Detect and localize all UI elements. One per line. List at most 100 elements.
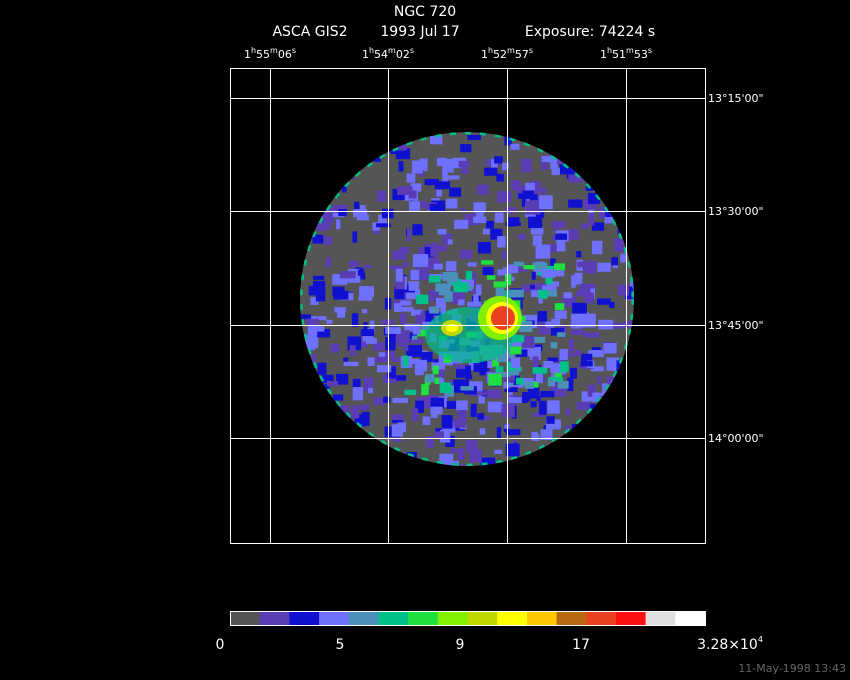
noise xyxy=(317,328,331,338)
noise xyxy=(350,405,360,419)
noise xyxy=(304,339,316,351)
noise xyxy=(475,211,484,223)
noise xyxy=(620,253,627,263)
noise xyxy=(308,285,319,296)
noise xyxy=(557,381,569,389)
noise xyxy=(349,345,356,357)
noise xyxy=(421,325,429,331)
noise xyxy=(473,360,488,373)
noise xyxy=(478,391,485,404)
noise xyxy=(394,286,405,300)
noise xyxy=(332,286,345,296)
noise xyxy=(553,263,566,271)
noise xyxy=(311,336,319,349)
noise xyxy=(510,449,517,457)
noise xyxy=(554,310,567,319)
colorbar-segment xyxy=(675,611,706,625)
noise xyxy=(434,431,445,438)
noise xyxy=(438,283,451,296)
noise xyxy=(583,260,597,274)
ra-part: 1 xyxy=(481,48,488,61)
noise xyxy=(411,309,423,316)
noise xyxy=(315,287,326,302)
noise xyxy=(521,158,532,173)
noise xyxy=(395,148,411,160)
noise xyxy=(516,189,522,198)
noise xyxy=(528,216,543,229)
noise xyxy=(477,391,492,396)
noise xyxy=(588,192,601,205)
noise xyxy=(563,292,573,299)
noise xyxy=(326,319,333,324)
noise xyxy=(511,180,521,191)
instrument: ASCA GIS2 xyxy=(272,24,347,40)
noise xyxy=(410,183,422,192)
noise xyxy=(369,320,375,333)
noise xyxy=(531,290,542,298)
noise xyxy=(501,403,515,418)
noise xyxy=(565,408,571,416)
noise xyxy=(467,381,483,389)
noise xyxy=(519,320,533,333)
noise xyxy=(353,209,368,218)
noise xyxy=(336,405,349,414)
dec-label: 13°15'00" xyxy=(708,92,764,105)
noise xyxy=(465,374,473,380)
noise xyxy=(421,351,433,363)
noise xyxy=(552,221,566,228)
noise xyxy=(367,357,375,366)
noise xyxy=(434,377,443,384)
noise xyxy=(504,373,515,382)
noise xyxy=(418,247,425,258)
noise xyxy=(441,415,453,429)
noise xyxy=(442,167,448,182)
ra-part: m xyxy=(388,46,396,55)
noise xyxy=(391,424,403,437)
dec-label: 14°00'00" xyxy=(708,432,764,445)
noise xyxy=(449,187,462,197)
noise xyxy=(445,261,457,272)
colorbar-label-part: 3.28×10 xyxy=(697,637,758,653)
noise xyxy=(465,271,473,280)
ra-part: s xyxy=(410,46,414,55)
noise xyxy=(404,389,417,396)
noise xyxy=(535,244,551,259)
noise xyxy=(547,357,558,362)
noise xyxy=(569,339,574,350)
noise xyxy=(536,369,543,384)
ra-part: h xyxy=(251,46,256,55)
noise xyxy=(537,310,547,324)
noise xyxy=(562,296,577,308)
noise xyxy=(400,300,412,306)
noise xyxy=(536,396,541,402)
noise xyxy=(589,403,596,414)
noise xyxy=(349,260,359,268)
noise xyxy=(505,221,521,226)
noise xyxy=(352,231,358,243)
noise xyxy=(457,410,467,422)
noise xyxy=(300,314,311,320)
noise xyxy=(528,386,540,399)
blob xyxy=(491,306,515,330)
noise xyxy=(550,327,565,336)
noise xyxy=(494,449,502,454)
noise xyxy=(583,292,594,301)
noise xyxy=(436,157,447,166)
noise xyxy=(580,361,593,367)
noise xyxy=(512,334,525,343)
noise xyxy=(412,323,421,335)
noise xyxy=(550,363,562,373)
noise xyxy=(551,318,561,326)
noise xyxy=(606,357,620,371)
noise xyxy=(497,191,512,203)
noise xyxy=(543,361,554,369)
noise xyxy=(467,134,481,141)
noise xyxy=(540,429,553,441)
noise xyxy=(357,269,365,276)
noise xyxy=(604,217,619,224)
noise xyxy=(568,169,581,183)
noise xyxy=(402,276,407,290)
noise xyxy=(313,280,326,292)
date: 1993 Jul 17 xyxy=(380,24,459,40)
